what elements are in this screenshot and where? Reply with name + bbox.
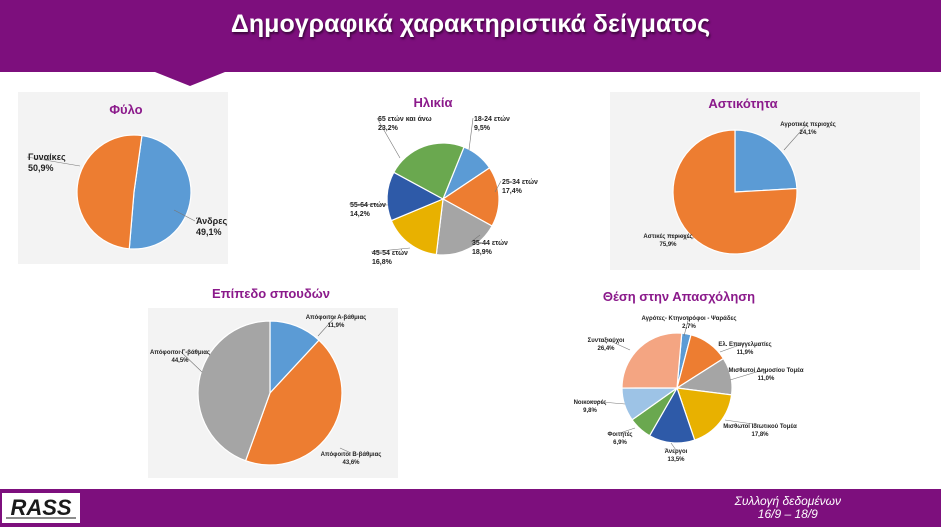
leader-line: [719, 342, 746, 353]
footer-line-2: 16/9 – 18/9: [757, 507, 818, 521]
leader-line: [724, 419, 761, 426]
pie-slice-35-44-ετων: [435, 198, 493, 256]
leader-line: [173, 209, 196, 222]
leader-line: [729, 368, 767, 381]
header-notch: [155, 72, 225, 86]
slice-label-65-ετων-και-ανω: 65 ετών και άνω 23,2%: [378, 116, 432, 132]
pie-slice-γυναικες: [76, 134, 143, 250]
slice-label-18-24-ετων: 18-24 ετών 9,5%: [474, 116, 510, 132]
svg-text:RASS: RASS: [10, 495, 71, 520]
pie-slice-25-34-ετων: [441, 167, 500, 227]
leader-line: [605, 338, 631, 351]
leader-line: [683, 316, 690, 337]
pie-employment: Θέση στην Απασχόληση Αγρότες- Κτηνοτρόφοι…: [574, 289, 804, 463]
pie-slice-65-ετων-και-ανω: [392, 142, 465, 200]
leader-line: [783, 122, 809, 151]
pie-slice-συνταξιουχοι: [621, 332, 683, 389]
slice-label-φοιτητες: Φοιτητές 6,9%: [607, 432, 632, 446]
pie-slice-αγροτικες-περιοχες: [734, 129, 798, 193]
slice-label-αγροτικες-περιοχες: Αγροτικές περιοχές 24,1%: [780, 122, 835, 136]
slice-label-ελ-επαγγελματιες: Ελ. Επαγγελματίες 11,9%: [718, 342, 771, 356]
leader-line: [376, 117, 401, 159]
slice-label-35-44-ετων: 35-44 ετών 18,9%: [472, 240, 508, 256]
slice-label-αποφοιτοι-β-βαθμιας: Απόφοιτοι Β-βάθμιας 43,6%: [321, 452, 382, 466]
slice-label-55-64-ετων: 55-64 ετών 14,2%: [350, 202, 386, 218]
leader-line: [317, 315, 337, 337]
leader-line: [370, 247, 411, 253]
pie-slice-αποφοιτοι-β-βαθμιας: [244, 339, 343, 466]
pie-slice-αστικες-περιοχες: [672, 129, 798, 255]
leader-line: [589, 400, 626, 405]
leader-line: [348, 203, 389, 206]
slice-label-αποφοιτοι-γ-βαθμιας: Απόφοιτοι Γ-βάθμιας 44,5%: [150, 350, 210, 364]
slice-label-25-34-ετων: 25-34 ετών 17,4%: [502, 179, 538, 195]
footer-bar: [0, 489, 941, 527]
slice-label-45-54-ετων: 45-54 ετών 16,8%: [372, 250, 408, 266]
slice-label-αγροτες-κτηνοτροφοι-ψαραδες: Αγρότες- Κτηνοτρόφοι - Ψαράδες 2,7%: [642, 316, 737, 330]
slice-label-μισθωτοι-δημοσιου-τομεα: Μισθωτοί Δημοσίου Τομέα 11,0%: [728, 368, 803, 382]
leader-line: [468, 117, 474, 151]
pie-slice-ανδρες: [128, 134, 192, 250]
leader-line: [179, 350, 203, 373]
leader-line: [670, 442, 677, 451]
chart-title: Ηλικία: [413, 95, 452, 110]
slice-label-ανδρες: Άνδρες 49,1%: [196, 216, 227, 237]
leader-line: [470, 234, 481, 243]
slice-label-αστικες-περιοχες: Αστικές περιοχές 75,9%: [643, 234, 692, 248]
chart-title: Αστικότητα: [708, 96, 777, 111]
pie-slice-45-54-ετων: [390, 198, 444, 256]
leader-line: [667, 234, 695, 239]
pie-slice-αποφοιτοι-γ-βαθμιας: [197, 320, 271, 462]
header-bar: [0, 0, 941, 72]
footer-line-1: Συλλογή δεδομένων: [734, 494, 841, 508]
slice-label-νοικοκυρες: Νοικοκυρές 9,8%: [574, 400, 607, 414]
leader-line: [339, 447, 352, 454]
leader-line: [26, 156, 81, 167]
pie-gender: Φύλο Άνδρες 49,1% Γυναίκες 50,9%: [26, 102, 227, 250]
leader-line: [619, 427, 636, 434]
chart-title: Φύλο: [109, 102, 142, 117]
chart-title: Θέση στην Απασχόληση: [603, 289, 755, 304]
slice-label-γυναικες: Γυναίκες 50,9%: [28, 152, 66, 173]
data-collection-note: Συλλογή δεδομένων 16/9 – 18/9: [735, 495, 841, 521]
chart-title: Επίπεδο σπουδών: [212, 286, 330, 301]
slice-label-μισθωτοι-ιδιωτικου-τομεα: Μισθωτοί Ιδιωτικού Τομέα 17,8%: [723, 424, 797, 438]
pie-slice-55-64-ετων: [386, 171, 445, 222]
pie-education: Επίπεδο σπουδών Απόφοιτοι Α-βάθμιας 11,9% Α…: [150, 286, 381, 466]
slice-label-ανεργοι: Άνεργοι 13,5%: [665, 449, 688, 463]
slice-label-συνταξιουχοι: Συνταξιούχοι 26,4%: [588, 338, 625, 352]
leader-line: [494, 180, 502, 193]
slice-label-αποφοιτοι-α-βαθμιας: Απόφοιτοι Α-βάθμιας 11,9%: [306, 315, 367, 329]
page-title: Δημογραφικά χαρακτηριστικά δείγματος: [230, 10, 711, 38]
pie-age: Ηλικία 18-24 ετών 9,5% 25-34 ετών 17,4% 35-44…: [348, 95, 538, 266]
rass-logo: RASS: [2, 493, 80, 523]
